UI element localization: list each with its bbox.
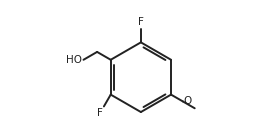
Text: F: F (138, 17, 144, 27)
Text: HO: HO (66, 55, 82, 65)
Text: O: O (183, 96, 192, 106)
Text: F: F (97, 108, 103, 118)
